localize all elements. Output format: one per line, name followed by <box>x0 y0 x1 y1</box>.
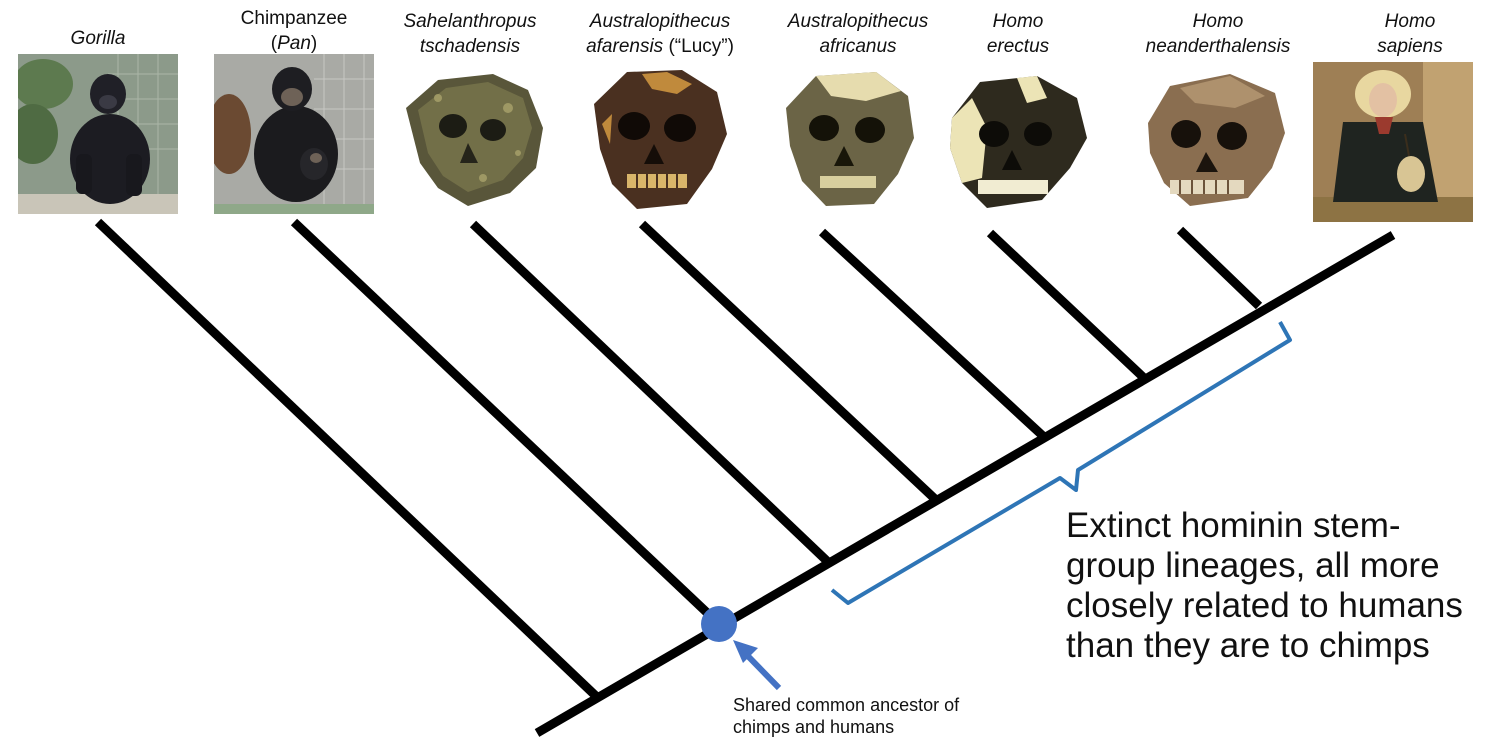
branch-africanus <box>818 228 1047 440</box>
ancestor-note: Shared common ancestor of chimps and hum… <box>733 695 960 737</box>
label-gorilla: Gorilla <box>70 28 126 49</box>
branch-erectus <box>986 229 1147 381</box>
label-sahelanthropus: Sahelanthropus tschadensis <box>403 11 537 57</box>
branch-neanderthalensis <box>1176 226 1263 310</box>
sapiens-portrait <box>1313 62 1473 222</box>
branch-afarensis <box>638 220 939 503</box>
label-neanderthalensis: Homo neanderthalensis <box>1145 11 1291 57</box>
branch-chimpanzee <box>290 218 723 628</box>
neanderthalensis-skull <box>1140 68 1288 212</box>
branch-sahelanthropus <box>469 220 831 565</box>
sahelanthropus-skull <box>398 68 546 210</box>
arrow-up-left-icon <box>733 640 782 691</box>
erectus-skull <box>942 68 1090 214</box>
label-africanus: Australopithecus africanus <box>787 11 929 57</box>
main-stem <box>534 231 1396 737</box>
label-chimpanzee: Chimpanzee (Pan) <box>240 8 348 54</box>
label-erectus: Homo erectus <box>986 11 1050 57</box>
afarensis-skull <box>582 64 730 214</box>
label-afarensis: Australopithecus afarensis (“Lucy”) <box>586 11 734 57</box>
chimpanzee-photo <box>214 54 374 214</box>
stem-group-bracket <box>830 321 1292 605</box>
africanus-skull <box>776 66 918 212</box>
circle-node-icon <box>701 606 737 642</box>
stem-group-note: Extinct hominin stem- group lineages, al… <box>1066 506 1463 665</box>
gorilla-photo <box>18 54 178 214</box>
label-sapiens: Homo sapiens <box>1377 11 1443 57</box>
branch-gorilla <box>94 218 602 702</box>
